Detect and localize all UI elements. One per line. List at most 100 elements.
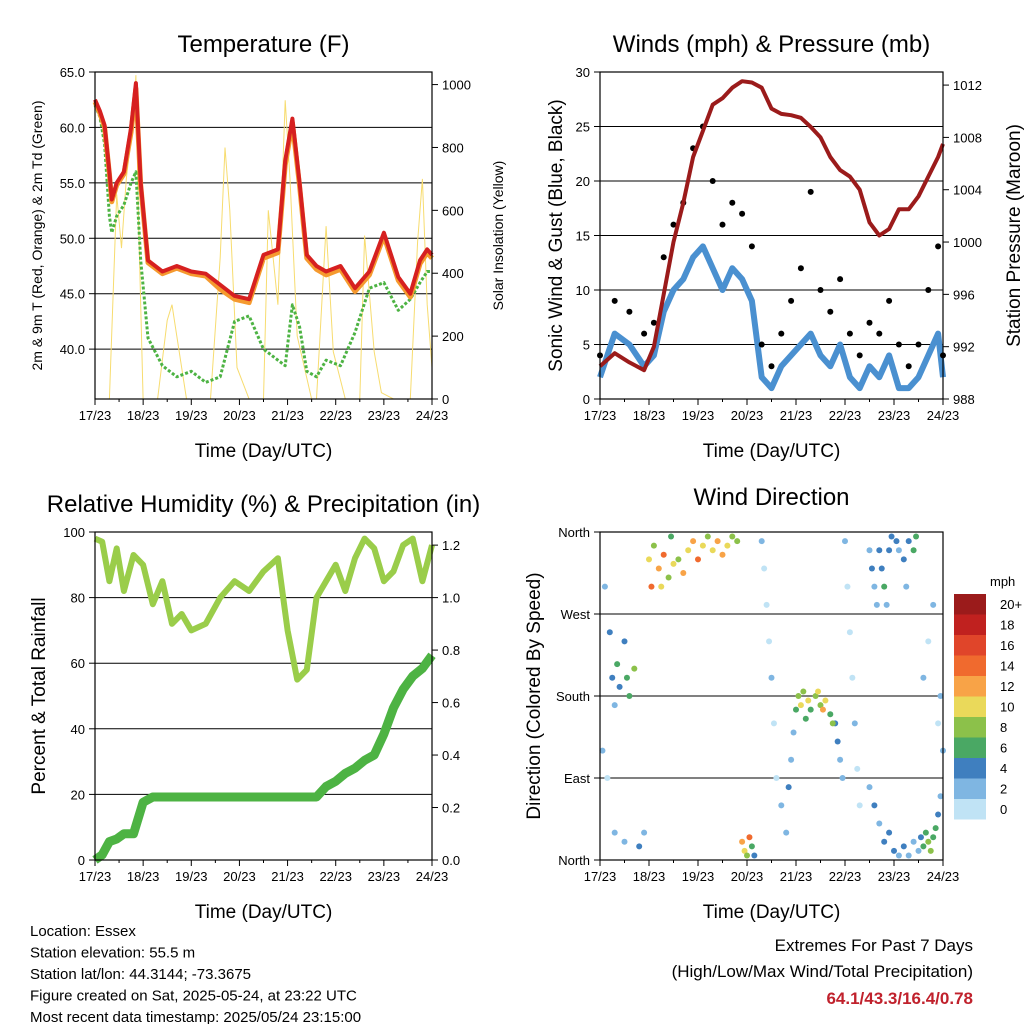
gust-point: [788, 297, 795, 304]
direction-point: [748, 843, 755, 850]
direction-point: [839, 775, 846, 781]
y-tick-label: 100: [63, 525, 85, 540]
colorbar-swatch: [954, 635, 986, 656]
direction-point: [665, 574, 672, 581]
direction-point: [758, 538, 765, 545]
x-tick-label: 24/23: [927, 408, 960, 423]
gust-point: [876, 330, 883, 337]
colorbar-title: mph: [990, 574, 1015, 589]
gust-point: [660, 254, 667, 261]
direction-point: [695, 556, 701, 563]
direction-point: [868, 565, 875, 572]
gust-point: [758, 341, 765, 348]
direction-point: [646, 556, 652, 563]
gust-point: [729, 199, 736, 206]
direction-point: [606, 629, 613, 636]
direction-point: [886, 547, 893, 554]
colorbar-label: 8: [1000, 720, 1007, 735]
direction-point: [856, 802, 863, 809]
direction-point: [621, 638, 628, 645]
x-tick-label: 24/23: [927, 869, 960, 884]
y2-tick-label: 0.2: [442, 801, 460, 816]
direction-point: [866, 784, 873, 791]
x-tick-label: 18/23: [633, 408, 666, 423]
extremes-subtitle: (High/Low/Max Wind/Total Precipitation): [672, 962, 973, 981]
colorbar-label: 4: [1000, 761, 1007, 776]
direction-point: [800, 688, 807, 695]
gust-point: [915, 341, 922, 348]
direction-point: [913, 533, 920, 540]
direction-point: [670, 560, 677, 567]
y-tick-label: 65.0: [60, 65, 85, 80]
direction-point: [621, 838, 628, 845]
x-tick-label: 19/23: [175, 869, 208, 884]
x-tick-label: 20/23: [223, 408, 256, 423]
colorbar-swatch: [954, 758, 986, 779]
gust-point: [807, 188, 814, 195]
y2-tick-label: 800: [442, 140, 464, 155]
direction-point: [778, 802, 785, 809]
colorbar-label: 2: [1000, 782, 1007, 797]
extremes-values: 64.1/43.3/16.4/0.78: [826, 989, 973, 1008]
y2-tick-label: 0.6: [442, 696, 460, 711]
direction-point: [795, 693, 802, 699]
gust-point: [719, 221, 726, 228]
colorbar-swatch: [954, 737, 986, 758]
y-tick-label: West: [561, 607, 591, 622]
direction-point: [660, 551, 667, 558]
y-tick-label: 20: [576, 174, 590, 189]
direction-point: [773, 775, 780, 781]
chart-panel-3: [89, 531, 438, 866]
x-tick-label: 23/23: [368, 869, 401, 884]
y-tick-label: 40.0: [60, 342, 85, 357]
chart-title: Relative Humidity (%) & Precipitation (i…: [47, 491, 480, 518]
y-tick-label: 0: [78, 853, 85, 868]
y-axis-label: Percent & Total Rainfall: [29, 597, 50, 794]
y2-tick-label: 1000: [953, 235, 982, 250]
x-tick-label: 18/23: [633, 869, 666, 884]
gust-point: [797, 265, 804, 272]
colorbar-swatch: [954, 717, 986, 738]
direction-point: [714, 538, 721, 545]
y2-axis-label: Solar Insolation (Yellow): [490, 161, 506, 311]
direction-point: [834, 738, 841, 745]
colorbar-label: 10: [1000, 700, 1014, 715]
x-tick-label: 18/23: [127, 869, 160, 884]
y-tick-label: 45.0: [60, 287, 85, 302]
gust-point: [641, 330, 648, 337]
direction-point: [675, 556, 682, 563]
direction-point: [842, 538, 848, 545]
y2-tick-label: 996: [953, 287, 975, 302]
direction-point: [741, 847, 748, 854]
direction-point: [768, 674, 775, 681]
y2-tick-label: 1.2: [442, 538, 460, 553]
direction-point: [739, 838, 746, 845]
direction-point: [851, 720, 858, 727]
direction-point: [724, 542, 731, 549]
info-elevation: Station elevation: 55.5 m: [30, 945, 195, 962]
direction-point: [827, 711, 834, 718]
gust-point: [650, 319, 657, 326]
chart-title: Wind Direction: [693, 484, 849, 511]
direction-point: [871, 583, 878, 590]
direction-point: [626, 693, 633, 699]
direction-point: [881, 838, 888, 845]
direction-point: [790, 729, 797, 736]
x-tick-label: 23/23: [878, 408, 911, 423]
direction-point: [815, 688, 822, 695]
gust-point: [768, 363, 775, 370]
direction-point: [822, 697, 829, 704]
direction-point: [807, 706, 814, 713]
direction-point: [910, 838, 917, 845]
direction-point: [937, 793, 944, 800]
y-axis-label: Sonic Wind & Gust (Blue, Black): [546, 99, 567, 371]
y2-tick-label: 1004: [953, 183, 982, 198]
chart-title: Winds (mph) & Pressure (mb): [613, 31, 930, 58]
y2-tick-label: 988: [953, 392, 975, 407]
y-tick-label: North: [558, 525, 590, 540]
gust-point: [739, 210, 746, 217]
direction-point: [763, 601, 770, 608]
gust-point: [827, 308, 834, 315]
y2-tick-label: 1008: [953, 130, 982, 145]
direction-point: [729, 533, 736, 540]
